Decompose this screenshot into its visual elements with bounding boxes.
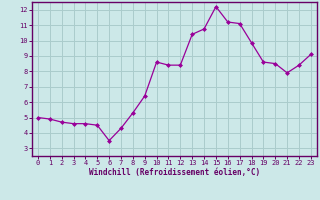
X-axis label: Windchill (Refroidissement éolien,°C): Windchill (Refroidissement éolien,°C) [89, 168, 260, 177]
